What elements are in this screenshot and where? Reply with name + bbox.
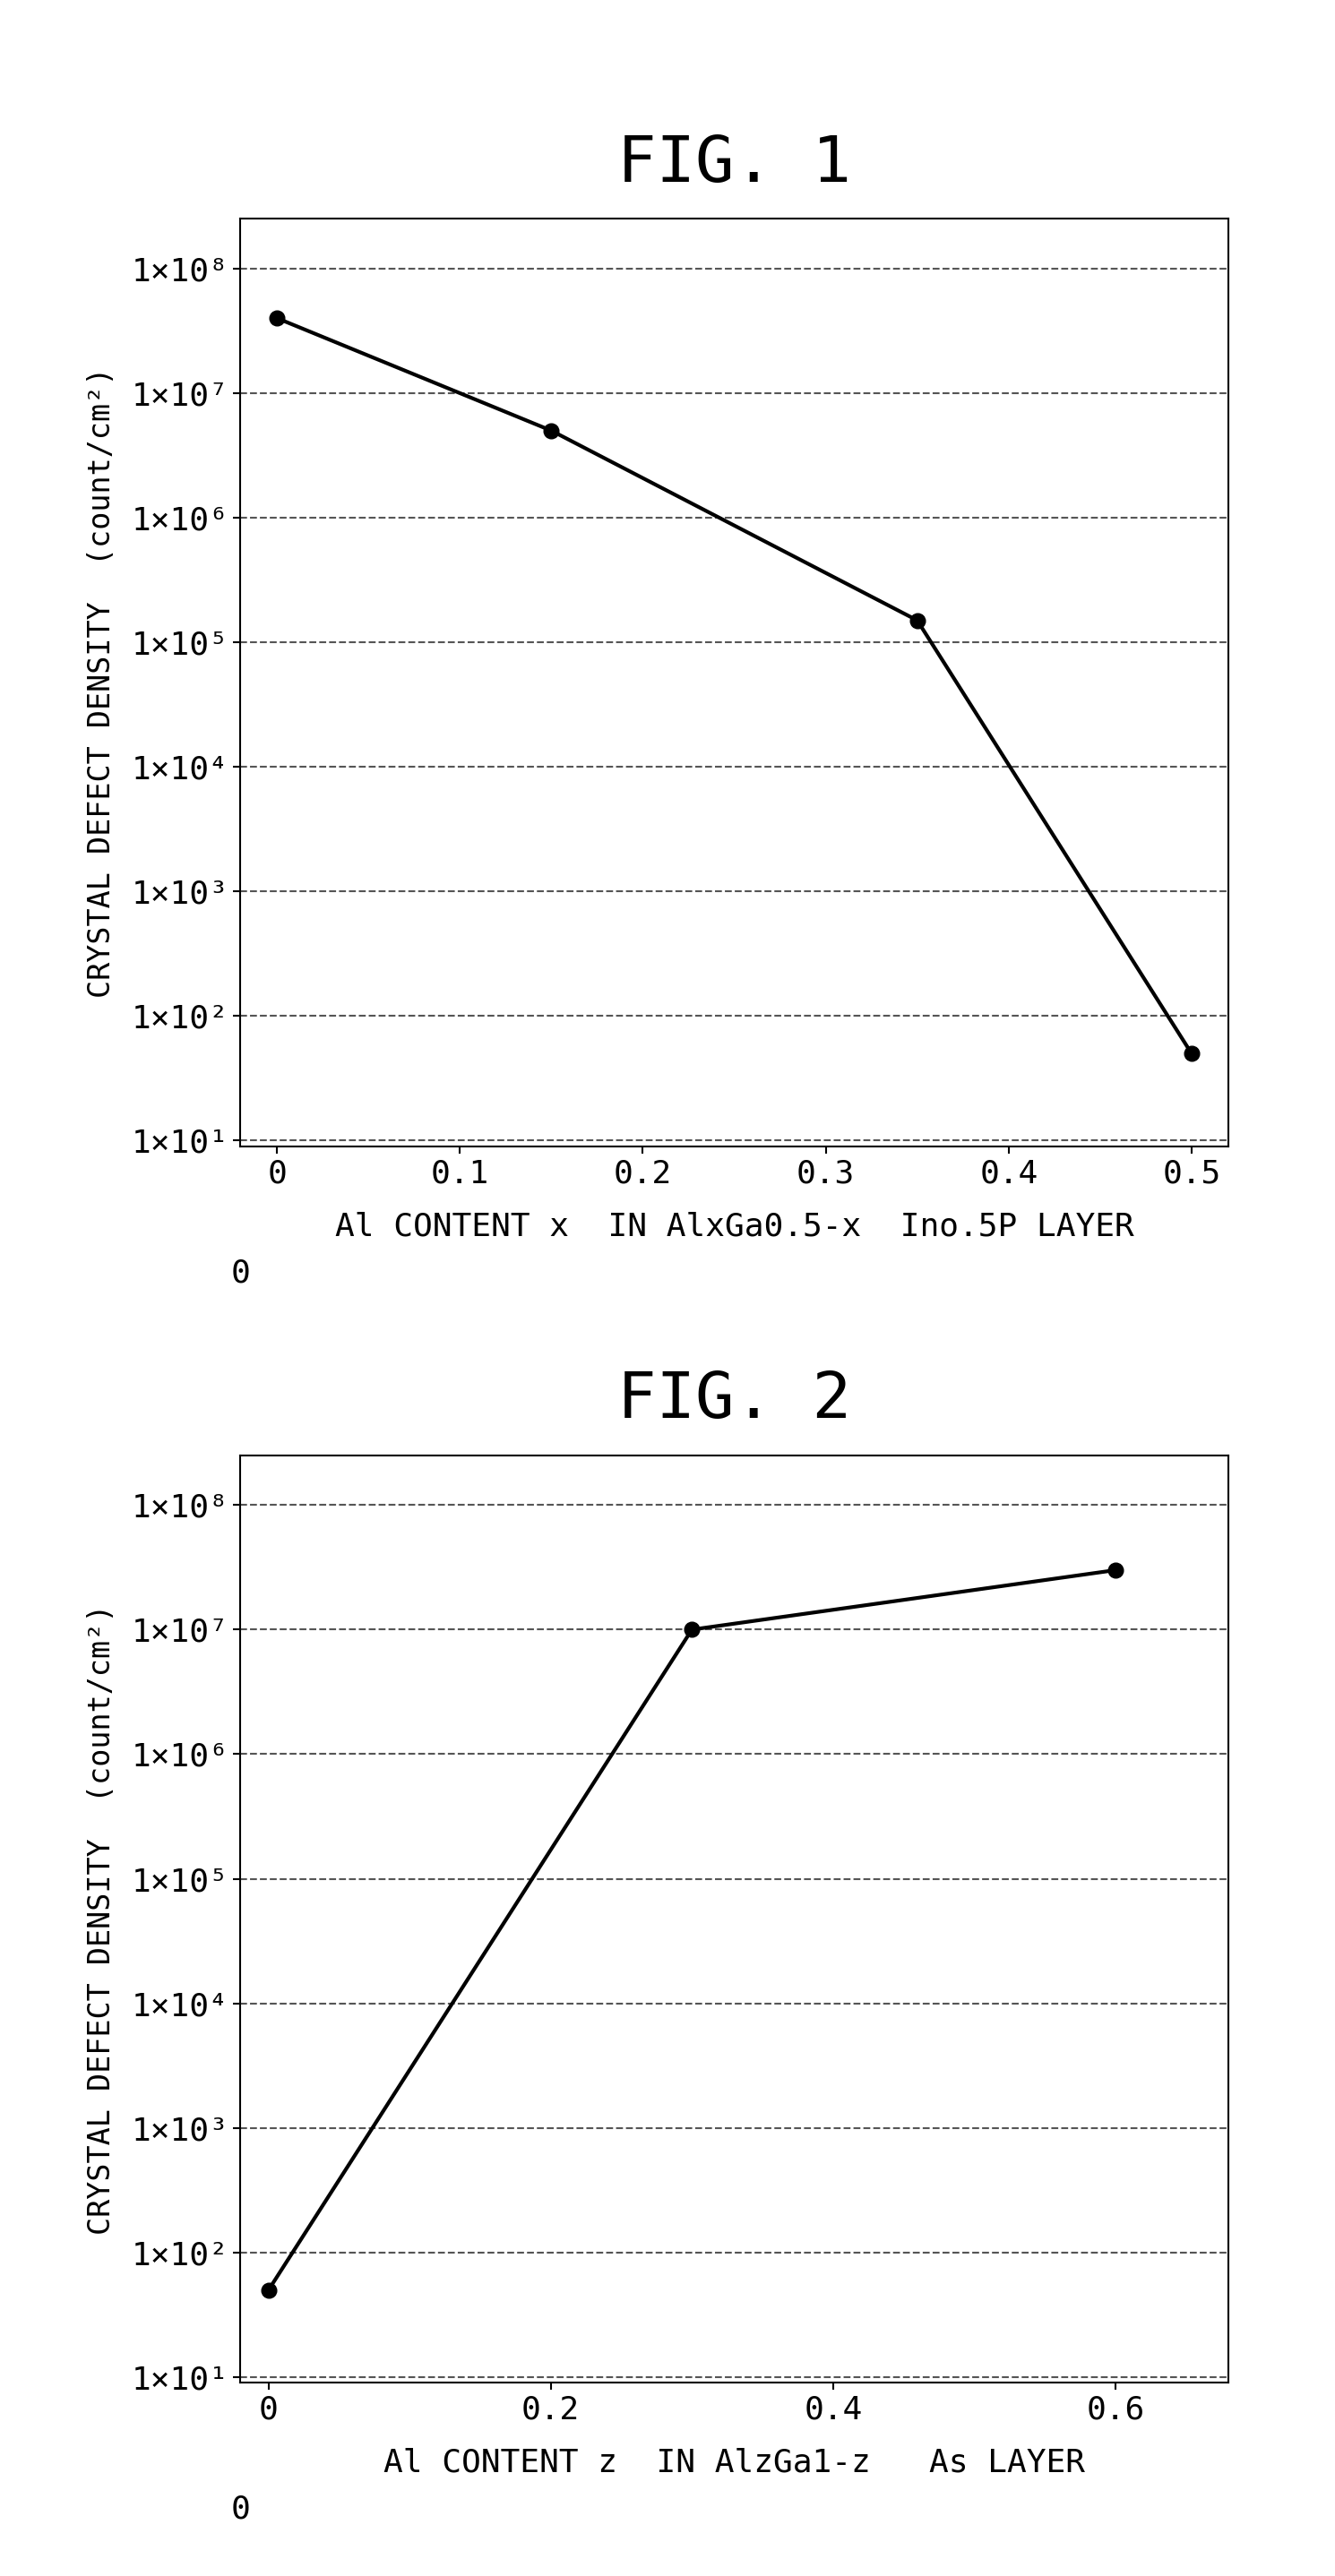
Title: FIG. 2: FIG. 2 [617, 1370, 852, 1432]
Text: 0: 0 [231, 1257, 250, 1288]
Y-axis label: CRYSTAL DEFECT DENSITY  (count/cm²): CRYSTAL DEFECT DENSITY (count/cm²) [87, 1605, 116, 2233]
Y-axis label: CRYSTAL DEFECT DENSITY  (count/cm²): CRYSTAL DEFECT DENSITY (count/cm²) [87, 368, 116, 997]
X-axis label: Al CONTENT x  IN AlxGa0.5-x  Ino.5P LAYER: Al CONTENT x IN AlxGa0.5-x Ino.5P LAYER [335, 1211, 1133, 1242]
Text: 0: 0 [231, 2494, 250, 2524]
Title: FIG. 1: FIG. 1 [617, 134, 852, 196]
X-axis label: Al CONTENT z  IN AlzGa1-z   As LAYER: Al CONTENT z IN AlzGa1-z As LAYER [383, 2447, 1085, 2478]
